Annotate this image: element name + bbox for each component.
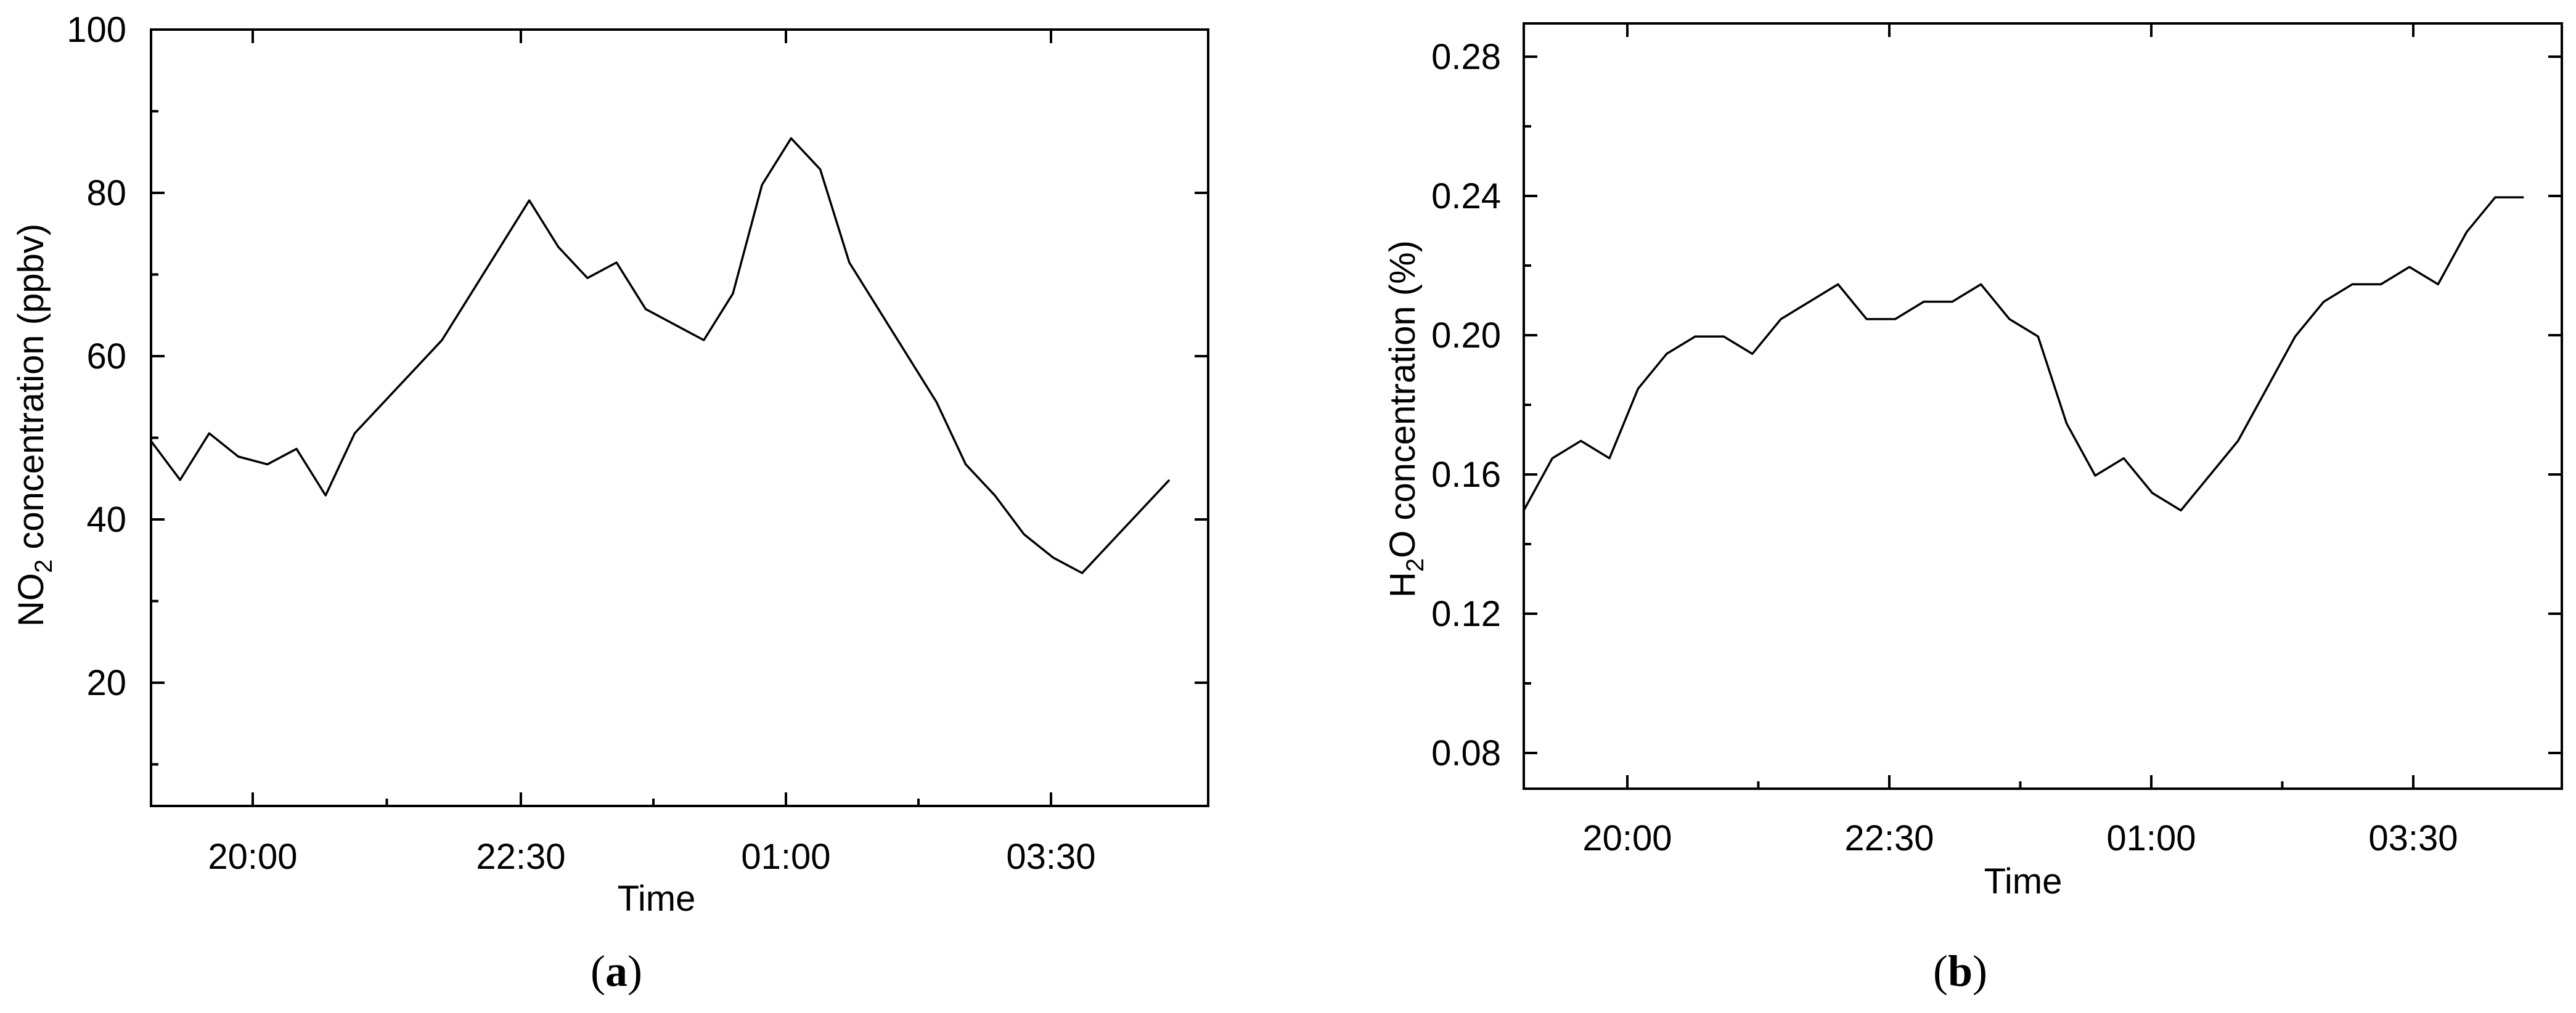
panel-b: 0.28 0.24 0.20 0.16 0.12 0.08 20:00 22:3… [1383, 22, 2563, 996]
y-tick-label: 0.24 [1431, 176, 1501, 216]
y-tick-label: 0.08 [1431, 733, 1501, 773]
x-axis-label: Time [618, 879, 696, 919]
y-tick-label: 60 [86, 336, 126, 376]
y-tick-label: 0.28 [1431, 37, 1501, 77]
y-tick-label: 80 [86, 173, 126, 213]
y-axis-label: NO2 concentration (ppbv) [11, 224, 57, 627]
x-tick-label: 20:00 [1582, 818, 1672, 858]
plot-frame [150, 28, 1209, 807]
series-line [150, 137, 1171, 574]
y-tick-label: 0.16 [1431, 455, 1501, 495]
x-tick-label: 22:30 [1844, 818, 1934, 858]
y-tick-marks [1524, 55, 2562, 754]
series-line [1523, 196, 2524, 632]
plot-frame [1523, 22, 2563, 790]
x-tick-label: 03:30 [1006, 837, 1095, 877]
panel-caption: (a) [591, 946, 642, 996]
x-tick-label: 01:00 [2106, 818, 2196, 858]
y-tick-label: 40 [86, 500, 126, 540]
x-tick-label: 20:00 [208, 837, 297, 877]
y-axis-label: H2O concentration (%) [1383, 240, 1429, 598]
panel-a: 100 80 60 40 20 20:00 22:30 01:00 03:30 … [11, 10, 1209, 996]
y-tick-label: 0.20 [1431, 315, 1501, 356]
x-tick-label: 22:30 [476, 837, 565, 877]
y-tick-label: 100 [67, 10, 126, 50]
x-tick-marks [1626, 23, 2414, 789]
x-tick-label: 03:30 [2368, 818, 2458, 858]
x-axis-label: Time [1984, 861, 2063, 901]
x-tick-label: 01:00 [741, 837, 830, 877]
x-tick-marks [251, 30, 1052, 806]
y-tick-marks [151, 28, 1208, 766]
y-tick-label: 20 [86, 663, 126, 703]
panel-caption: (b) [1933, 946, 1987, 996]
y-tick-label: 0.12 [1431, 594, 1501, 634]
